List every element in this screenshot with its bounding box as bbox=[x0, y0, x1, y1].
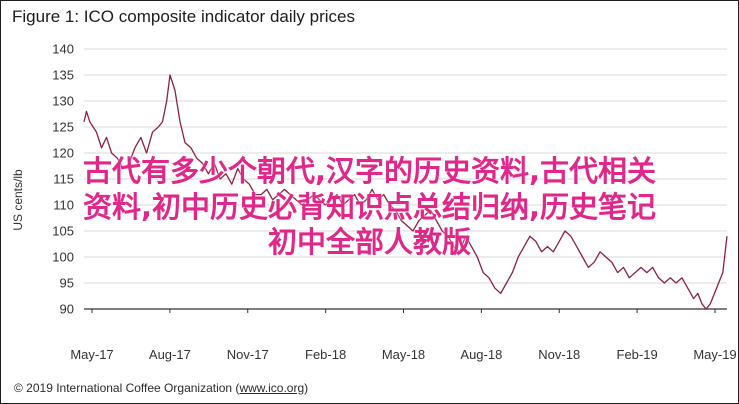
x-tick-label: May-18 bbox=[382, 347, 425, 362]
x-tick-label: Feb-19 bbox=[617, 347, 658, 362]
x-axis: May-17 Aug-17 Nov-17 Feb-18 May-18 Aug-18 Nov-… bbox=[70, 309, 737, 362]
y-tick-label: 115 bbox=[53, 172, 74, 187]
overlay-text-line-1: 古代有多少个朝代,汉字的历史资料,古代相关 bbox=[82, 154, 657, 188]
credit-suffix: ) bbox=[304, 381, 309, 395]
credit-prefix: © 2019 International Coffee Organization… bbox=[14, 381, 240, 395]
y-tick-label: 95 bbox=[60, 276, 74, 291]
x-tick-label: May-17 bbox=[70, 347, 113, 362]
x-tick-label: Nov-17 bbox=[227, 347, 269, 362]
y-tick-label: 100 bbox=[52, 250, 74, 265]
figure-title: Figure 1: ICO composite indicator daily … bbox=[12, 7, 355, 26]
overlay-text-line-3: 初中全部人教版 bbox=[267, 225, 471, 259]
x-tick-label: Feb-18 bbox=[305, 347, 346, 362]
x-tick-label: May-19 bbox=[693, 347, 736, 362]
y-tick-label: 90 bbox=[60, 302, 74, 317]
series-line-0 bbox=[83, 74, 728, 310]
y-tick-label: 110 bbox=[53, 198, 74, 213]
y-tick-label: 130 bbox=[52, 94, 74, 109]
overlay-text-line-2: 资料,初中历史必背知识点总结归纳,历史笔记 bbox=[82, 190, 657, 224]
series-layer bbox=[83, 74, 728, 310]
x-tick-label: Nov-18 bbox=[538, 347, 580, 362]
y-axis-label: US cents/lb bbox=[11, 169, 25, 231]
y-tick-label: 125 bbox=[52, 120, 74, 135]
credit-link[interactable]: www.ico.org bbox=[239, 381, 305, 395]
x-tick-label: Aug-17 bbox=[149, 347, 191, 362]
y-tick-label: 120 bbox=[52, 146, 74, 161]
gridlines bbox=[84, 48, 727, 310]
y-tick-label: 135 bbox=[52, 68, 74, 83]
x-tick-label: Aug-18 bbox=[460, 347, 502, 362]
y-tick-label: 140 bbox=[52, 42, 74, 57]
copyright-credit: © 2019 International Coffee Organization… bbox=[14, 381, 308, 395]
y-tick-label: 105 bbox=[52, 224, 74, 239]
y-axis: 90 95 100 105 110 115 120 125 130 135 140 bbox=[52, 42, 74, 317]
